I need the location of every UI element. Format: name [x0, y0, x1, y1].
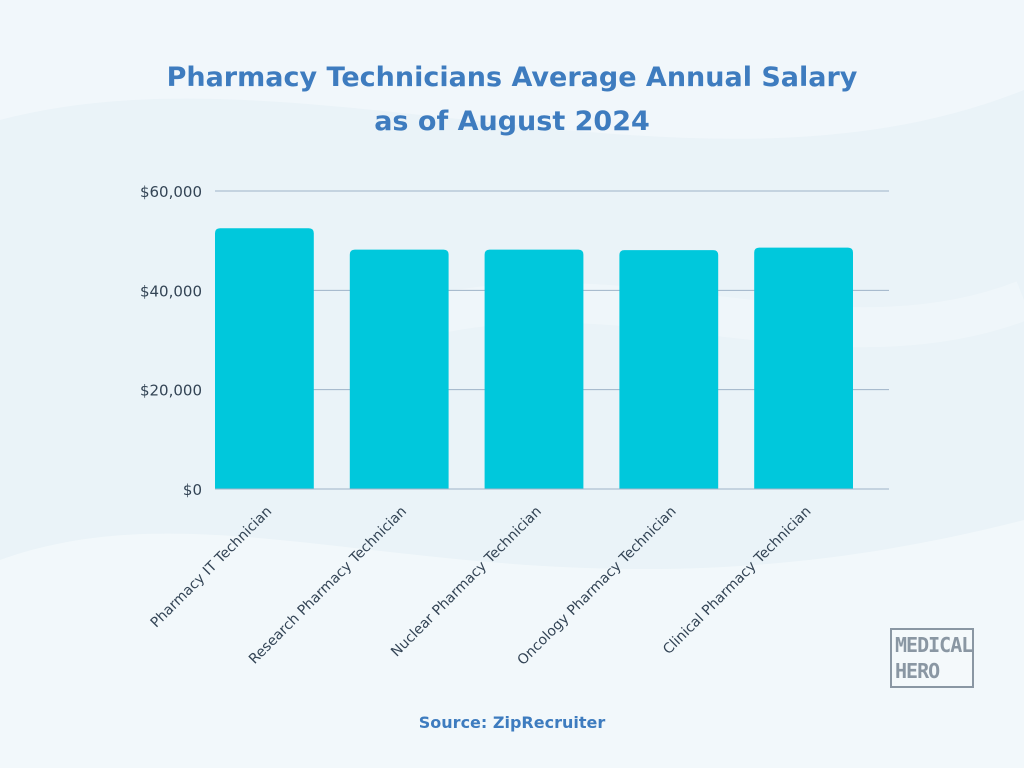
x-tick-label: Oncology Pharmacy Technician [515, 504, 680, 669]
bar [754, 247, 853, 489]
x-tick-label: Nuclear Pharmacy Technician [388, 504, 545, 661]
x-tick-label: Pharmacy IT Technician [148, 504, 276, 632]
logo-line-2: HERO [895, 659, 940, 683]
bar [484, 249, 584, 489]
source-note: Source: ZipRecruiter [418, 713, 606, 732]
x-tick-label: Clinical Pharmacy Technician [660, 504, 814, 658]
medical-hero-logo: MEDICAL HERO [890, 628, 974, 688]
logo-line-1: MEDICAL [895, 633, 973, 657]
bar [215, 228, 314, 489]
y-tick-label: $20,000 [140, 382, 202, 400]
bar [349, 249, 449, 489]
bar [619, 250, 719, 489]
x-tick-label: Research Pharmacy Technician [246, 504, 410, 668]
chart-title: Pharmacy Technicians Average Annual Sala… [0, 56, 1024, 144]
y-tick-label: $0 [183, 481, 202, 499]
chart-title-line-1: Pharmacy Technicians Average Annual Sala… [166, 62, 858, 93]
y-tick-label: $40,000 [140, 282, 202, 300]
y-tick-label: $60,000 [140, 183, 202, 201]
chart-title-line-2: as of August 2024 [374, 106, 650, 137]
